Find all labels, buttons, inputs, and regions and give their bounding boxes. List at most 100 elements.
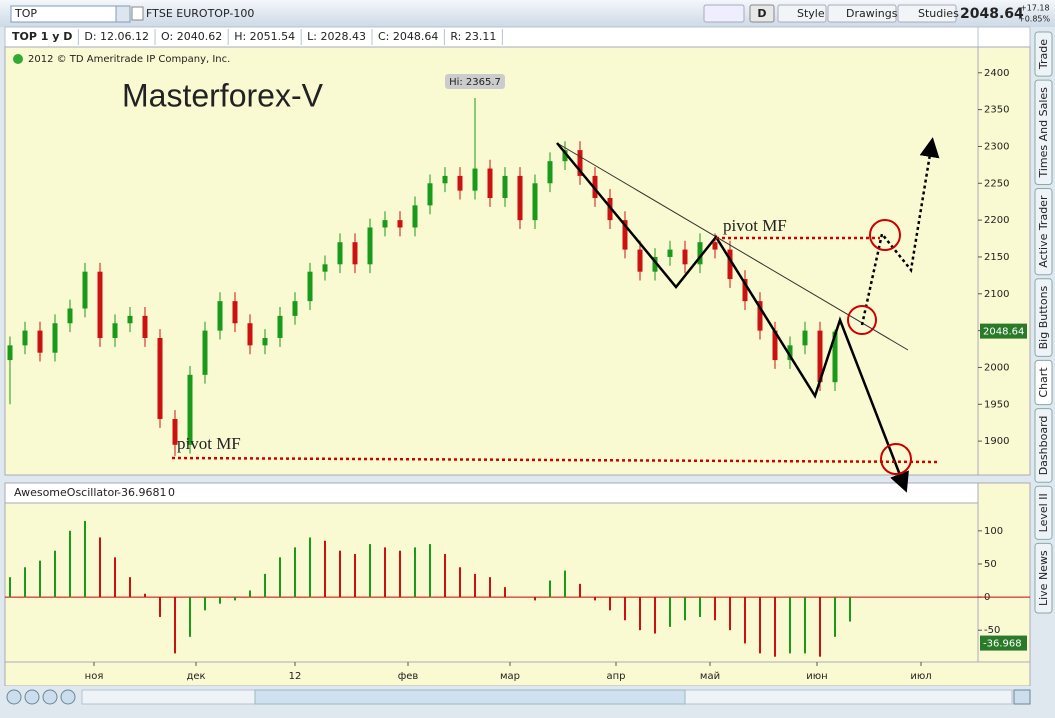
drawings-button[interactable]: [827, 4, 897, 23]
oscillator-bar: [579, 583, 581, 598]
change: +17.18: [1020, 4, 1050, 13]
last-price: 2048.64: [960, 6, 1024, 22]
oscillator-bar: [204, 597, 206, 611]
oscillator-bar: [129, 577, 131, 598]
y-tick-label: 50: [984, 559, 997, 570]
candle-body: [127, 315, 133, 324]
y-tick-label: 2350: [984, 105, 1009, 116]
oscillator-bar: [69, 530, 71, 598]
pan-button[interactable]: [6, 689, 22, 705]
tool-buttons[interactable]: [703, 4, 745, 23]
settings-icon-box[interactable]: [977, 26, 1031, 48]
candle-body: [727, 249, 733, 280]
oscillator-bar: [99, 537, 101, 598]
oscillator-bar: [849, 597, 851, 622]
oscillator-bar: [54, 550, 56, 598]
candle-body: [112, 323, 118, 338]
candle-body: [397, 220, 403, 228]
candle-body: [502, 175, 508, 199]
candle-body: [487, 168, 493, 199]
oscillator-bar: [474, 573, 476, 598]
side-tab[interactable]: Active Trader: [1034, 188, 1053, 276]
side-tab[interactable]: Live News: [1034, 542, 1053, 614]
y-tick-label: 1950: [984, 399, 1009, 410]
oscillator-bar: [399, 550, 401, 598]
oscillator-bar: [594, 597, 596, 601]
candle-body: [67, 308, 73, 324]
oscillator-zero-label: 0: [168, 486, 175, 499]
y-tick-label: 1900: [984, 436, 1009, 447]
oscillator-axis: [977, 482, 1031, 663]
oscillator-bar: [159, 597, 161, 617]
candle-body: [292, 301, 298, 316]
hand-button[interactable]: [60, 689, 76, 705]
forecast-path: [860, 137, 940, 326]
side-tab-label: Chart: [1037, 367, 1050, 398]
oscillator-bar: [714, 597, 716, 621]
side-tab-box: [1034, 79, 1053, 186]
side-tab[interactable]: Level II: [1034, 485, 1053, 540]
zoom-out-button[interactable]: [42, 689, 58, 705]
oscillator-bar: [324, 540, 326, 598]
zoom-in-button[interactable]: [24, 689, 40, 705]
oscillator-bar: [774, 597, 776, 657]
candle-body: [772, 330, 778, 361]
side-tab[interactable]: Trade: [1034, 31, 1053, 77]
oscillator-bar: [609, 597, 611, 611]
oscillator-bar: [699, 597, 701, 617]
candle-body: [337, 242, 343, 265]
side-tab[interactable]: Times And Sales: [1034, 79, 1053, 186]
change-pct: +0.85%: [1018, 15, 1051, 24]
candle-body: [757, 301, 763, 331]
candle-body: [517, 175, 523, 221]
symbol-icon: [131, 6, 144, 21]
wave-path: [556, 142, 909, 493]
side-tab[interactable]: Dashboard: [1034, 408, 1053, 483]
side-tab-label: Trade: [1037, 39, 1050, 70]
candle-body: [427, 183, 433, 206]
candle-body: [307, 271, 313, 302]
overlay-title: Masterforex-V: [122, 77, 324, 113]
scroll-thumb[interactable]: [254, 689, 686, 705]
candle-body: [157, 337, 163, 420]
side-tab-label: Big Buttons: [1037, 285, 1050, 349]
candle-body: [412, 205, 418, 228]
target-circle: [869, 219, 901, 251]
info-icon: [13, 54, 23, 64]
oscillator-bar: [534, 597, 536, 601]
candle-body: [667, 249, 673, 257]
x-tick-label: 12: [289, 671, 302, 682]
oscillator-bar: [744, 597, 746, 644]
oscillator-bar: [294, 547, 296, 598]
y-tick-label: 100: [984, 526, 1003, 537]
oscillator-bar: [354, 554, 356, 598]
period-button[interactable]: [749, 4, 775, 23]
candle-body: [82, 271, 88, 309]
oscillator-tag-label: -36.968: [983, 639, 1022, 650]
style-button[interactable]: [777, 4, 827, 23]
oscillator-bar: [144, 593, 146, 598]
side-tab-label: Active Trader: [1037, 195, 1050, 268]
oscillator-bar: [624, 597, 626, 621]
expand-button[interactable]: [1013, 689, 1031, 705]
side-tab-label: Live News: [1037, 550, 1050, 606]
side-tab[interactable]: Chart: [1034, 359, 1053, 406]
pivot-line: [171, 456, 941, 464]
side-tab-box: [1034, 542, 1053, 614]
symbol-dropdown[interactable]: [115, 5, 131, 23]
target-circle: [847, 305, 877, 335]
side-tab[interactable]: Big Buttons: [1034, 278, 1053, 357]
oscillator-bar: [564, 570, 566, 598]
info-item: TOP 1 y D: [12, 30, 72, 43]
candle-body: [532, 183, 538, 221]
oscillator-bar: [114, 557, 116, 598]
studies-button[interactable]: [897, 4, 957, 23]
oscillator-bar: [819, 597, 821, 657]
oscillator-bar: [429, 544, 431, 598]
candle-body: [217, 301, 223, 331]
x-tick-label: дек: [186, 671, 205, 682]
oscillator-bar: [219, 597, 221, 604]
y-tick-label: 2150: [984, 252, 1009, 263]
drawings-label: Drawings: [846, 7, 898, 20]
